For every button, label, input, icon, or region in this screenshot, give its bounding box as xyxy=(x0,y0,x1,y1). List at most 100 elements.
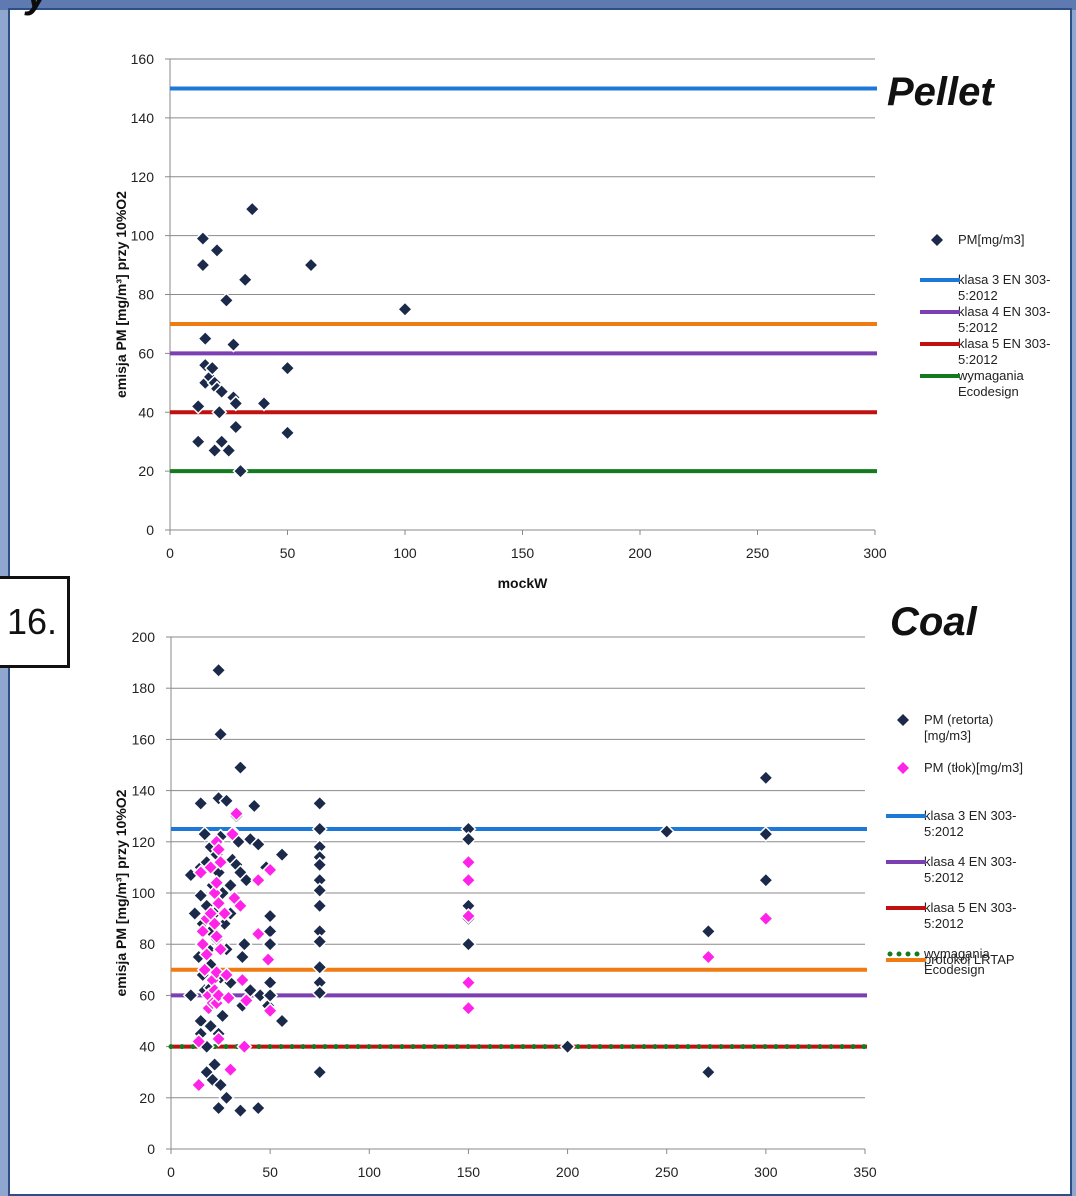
legend-key xyxy=(920,368,960,382)
legend-key xyxy=(886,952,926,966)
data-point xyxy=(218,792,235,809)
data-point xyxy=(208,928,225,945)
data-point xyxy=(186,905,203,922)
data-point xyxy=(232,1102,249,1119)
data-point xyxy=(460,936,477,953)
slide-frame xyxy=(8,8,1072,1196)
data-point xyxy=(198,946,215,963)
data-point xyxy=(222,1061,239,1078)
data-point xyxy=(208,242,226,259)
data-point xyxy=(218,1089,235,1106)
legend-key xyxy=(886,854,926,868)
data-point xyxy=(700,923,717,940)
data-point xyxy=(192,887,209,904)
y-axis-label: emisja PM [mg/m³] przy 10%O2 xyxy=(113,789,129,996)
data-point xyxy=(250,925,267,943)
y-tick-label: 100 xyxy=(132,885,156,901)
y-tick-label: 60 xyxy=(139,987,155,1003)
data-point xyxy=(279,360,296,377)
y-tick-label: 160 xyxy=(132,731,156,747)
data-point xyxy=(206,1056,223,1073)
x-tick-label: 0 xyxy=(167,1164,175,1180)
data-point xyxy=(250,872,267,889)
y-tick-label: 40 xyxy=(138,404,154,420)
data-point xyxy=(260,951,277,968)
data-point xyxy=(262,987,279,1004)
legend-key xyxy=(920,232,954,246)
legend-item: klasa 4 EN 303-5:2012 xyxy=(920,304,1058,336)
data-point xyxy=(216,905,233,922)
y-tick-label: 120 xyxy=(131,169,155,185)
data-point xyxy=(228,805,245,822)
data-point xyxy=(262,907,279,925)
legend-item: klasa 3 EN 303-5:2012 xyxy=(920,272,1058,304)
y-tick-label: 0 xyxy=(147,1141,155,1157)
data-point xyxy=(460,831,477,848)
legend-item: klasa 5 EN 303-5:2012 xyxy=(920,336,1058,368)
legend-item: wymagania Ecodesign xyxy=(920,368,1058,400)
data-point xyxy=(220,989,237,1007)
legend-key xyxy=(920,272,960,286)
slide-number-box: 16. xyxy=(0,576,70,668)
data-point xyxy=(238,992,255,1009)
data-point xyxy=(202,1018,219,1035)
legend-label: wymagania Ecodesign xyxy=(958,368,1024,399)
data-point xyxy=(194,257,211,274)
legend-label: PM[mg/m3] xyxy=(958,232,1025,247)
data-point xyxy=(212,1076,229,1094)
data-point xyxy=(210,1030,227,1047)
data-point xyxy=(700,1064,717,1081)
data-point xyxy=(190,1076,207,1094)
data-point xyxy=(236,1038,253,1055)
data-point xyxy=(190,398,207,415)
data-point xyxy=(262,936,279,953)
data-point xyxy=(213,383,230,400)
x-tick-label: 300 xyxy=(863,545,887,561)
data-point xyxy=(250,836,267,853)
legend-key xyxy=(886,900,926,914)
x-tick-label: 100 xyxy=(393,545,417,561)
x-axis-label: mockW xyxy=(498,575,549,591)
data-point xyxy=(311,984,328,1001)
top-strip xyxy=(0,0,1076,10)
y-tick-label: 160 xyxy=(131,51,155,67)
y-tick-label: 100 xyxy=(131,228,155,244)
coal-chart-label: Coal xyxy=(890,600,977,644)
data-point xyxy=(244,201,261,218)
y-tick-label: 80 xyxy=(139,936,155,952)
legend-key xyxy=(886,808,926,822)
legend-key xyxy=(920,304,960,318)
y-tick-label: 20 xyxy=(138,463,154,479)
data-point xyxy=(757,872,774,889)
data-point xyxy=(210,895,227,912)
legend-item: PM (tłok)[mg/m3] xyxy=(886,760,1034,776)
y-tick-label: 0 xyxy=(146,522,154,538)
data-point xyxy=(227,418,244,436)
legend-label: klasa 3 EN 303-5:2012 xyxy=(924,808,1017,839)
x-tick-label: 0 xyxy=(166,545,174,561)
data-point xyxy=(234,948,251,966)
legend-label: klasa 3 EN 303-5:2012 xyxy=(958,272,1051,303)
data-point xyxy=(213,433,230,450)
data-point xyxy=(460,1000,477,1017)
data-point xyxy=(218,292,235,309)
data-point xyxy=(212,941,229,958)
data-point xyxy=(238,872,255,889)
data-point xyxy=(208,874,225,891)
y-tick-label: 120 xyxy=(132,834,156,850)
data-point xyxy=(311,1064,328,1081)
data-point xyxy=(255,395,273,412)
data-point xyxy=(214,1007,231,1024)
legend-label: klasa 5 EN 303-5:2012 xyxy=(958,336,1051,367)
data-point xyxy=(232,897,249,914)
y-tick-label: 80 xyxy=(138,287,154,303)
x-tick-label: 300 xyxy=(754,1164,778,1180)
data-point xyxy=(190,1033,207,1050)
data-point xyxy=(757,769,774,786)
x-tick-label: 250 xyxy=(655,1164,679,1180)
data-point xyxy=(182,987,199,1004)
chart-pellet: 0 20 40 60 80 100 120 140 160 0 50 100 150 200 250 300 m… xyxy=(113,51,887,591)
data-point xyxy=(250,1099,267,1117)
y-axis-label: emisja PM [mg/m³] przy 10%O2 xyxy=(113,191,129,398)
